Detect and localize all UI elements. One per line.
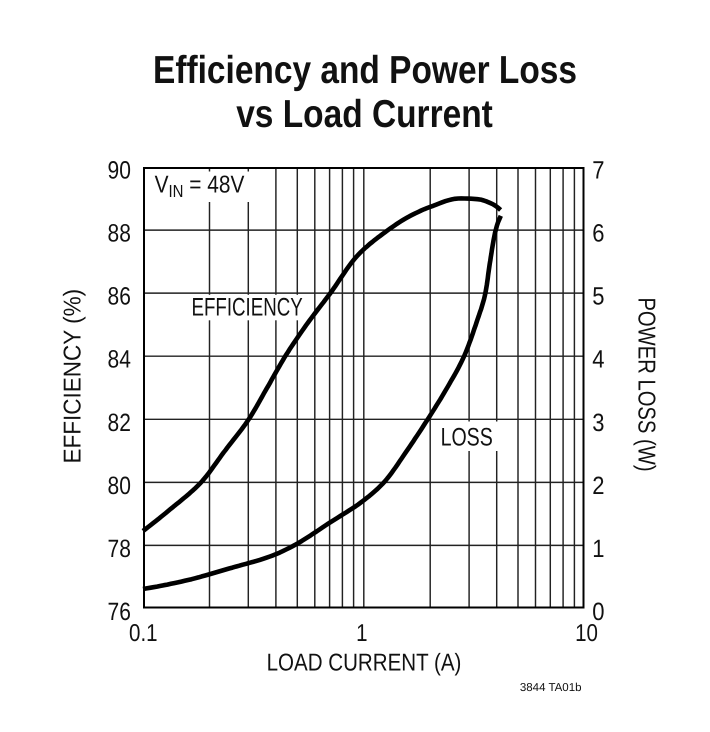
svg-text:2: 2 bbox=[592, 472, 604, 500]
svg-text:82: 82 bbox=[108, 409, 131, 437]
svg-text:80: 80 bbox=[108, 472, 131, 500]
svg-text:0: 0 bbox=[592, 598, 604, 626]
svg-text:6: 6 bbox=[592, 220, 604, 248]
svg-text:LOAD CURRENT (A): LOAD CURRENT (A) bbox=[267, 650, 462, 677]
svg-text:4: 4 bbox=[592, 346, 604, 374]
svg-text:EFFICIENCY: EFFICIENCY bbox=[192, 293, 303, 321]
svg-text:vs Load Current: vs Load Current bbox=[236, 93, 493, 136]
svg-text:0.1: 0.1 bbox=[129, 620, 157, 647]
svg-text:3844 TA01b: 3844 TA01b bbox=[520, 682, 582, 694]
svg-text:POWER LOSS (W): POWER LOSS (W) bbox=[633, 297, 660, 471]
svg-text:86: 86 bbox=[108, 283, 131, 311]
svg-text:7: 7 bbox=[592, 157, 604, 185]
svg-text:Efficiency and Power Loss: Efficiency and Power Loss bbox=[153, 49, 577, 92]
svg-text:76: 76 bbox=[108, 598, 131, 626]
svg-text:5: 5 bbox=[592, 283, 604, 311]
svg-text:VIN = 48V: VIN = 48V bbox=[155, 171, 245, 201]
svg-text:1: 1 bbox=[592, 535, 604, 563]
svg-text:10: 10 bbox=[575, 620, 598, 647]
svg-text:1: 1 bbox=[356, 620, 367, 647]
svg-text:78: 78 bbox=[108, 535, 131, 563]
svg-text:90: 90 bbox=[108, 157, 131, 185]
svg-text:EFFICIENCY (%): EFFICIENCY (%) bbox=[60, 289, 87, 464]
svg-text:88: 88 bbox=[108, 220, 131, 248]
svg-text:LOSS: LOSS bbox=[441, 423, 493, 451]
svg-text:84: 84 bbox=[108, 346, 131, 374]
svg-text:3: 3 bbox=[592, 409, 604, 437]
